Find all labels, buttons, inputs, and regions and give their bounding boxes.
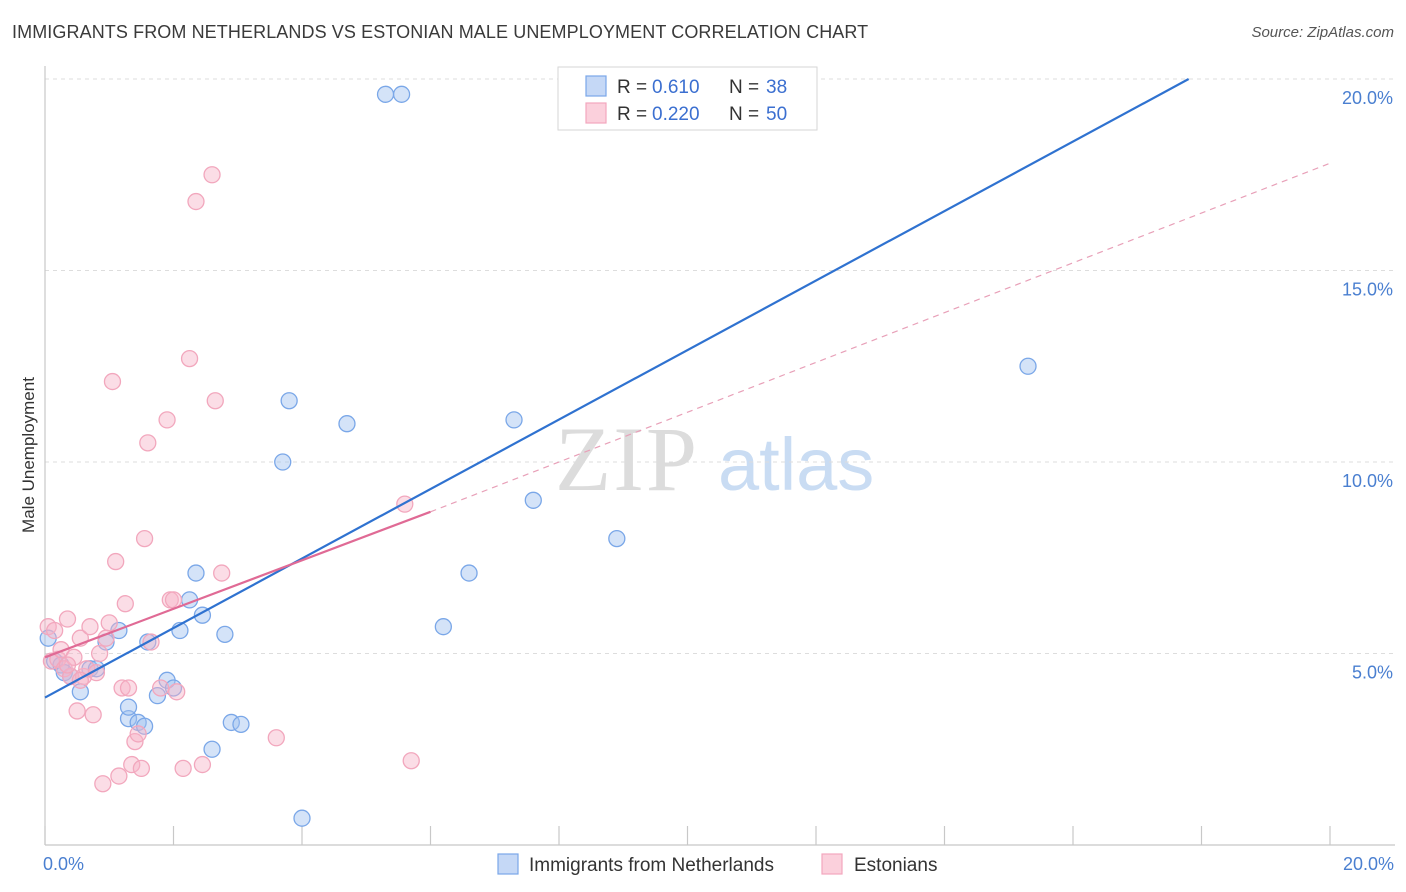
point-estonians xyxy=(45,621,64,640)
point-estonians xyxy=(94,775,112,793)
point-estonians xyxy=(267,729,285,747)
y-axis-label: Male Unemployment xyxy=(19,377,38,533)
point-netherlands xyxy=(505,411,523,429)
legend-r-label-2: R = xyxy=(617,104,647,125)
point-netherlands xyxy=(608,529,626,548)
trend-line-estonians xyxy=(44,510,431,659)
point-estonians xyxy=(187,192,205,211)
point-netherlands xyxy=(338,415,356,433)
point-estonians xyxy=(107,552,125,571)
legend-swatch-estonians xyxy=(585,102,607,124)
point-estonians xyxy=(103,372,122,391)
x-tick-label-min: 0.0% xyxy=(43,854,84,874)
point-estonians xyxy=(68,702,86,720)
point-netherlands xyxy=(280,392,298,410)
point-netherlands xyxy=(119,698,138,716)
point-estonians xyxy=(206,392,224,410)
point-estonians xyxy=(168,683,186,701)
point-estonians xyxy=(84,706,102,724)
source-label: Source: ZipAtlas.com xyxy=(1251,24,1394,41)
point-estonians xyxy=(123,755,141,774)
y-tick-label: 20.0% xyxy=(1342,88,1393,108)
legend-n-label-2: N = xyxy=(729,104,759,125)
point-estonians xyxy=(135,529,154,548)
point-estonians xyxy=(132,759,151,778)
point-netherlands xyxy=(1019,357,1037,375)
point-estonians xyxy=(193,755,212,774)
point-estonians xyxy=(129,725,147,743)
correlation-legend: R = 0.610 N = 38 R = 0.220 N = 50 xyxy=(557,66,818,131)
grid xyxy=(45,78,1395,654)
point-netherlands xyxy=(293,809,311,827)
point-estonians xyxy=(180,349,199,368)
y-tick-label: 10.0% xyxy=(1342,471,1393,491)
watermark-zip: ZIP xyxy=(555,408,699,510)
legend-n-value-1: 38 xyxy=(766,77,787,98)
point-netherlands xyxy=(392,85,411,103)
data-points xyxy=(39,85,1037,827)
watermark-atlas: atlas xyxy=(718,423,874,506)
trend-line-netherlands xyxy=(44,78,1190,699)
point-estonians xyxy=(139,434,157,452)
bottom-legend-label-estonians: Estonians xyxy=(854,855,937,876)
axes xyxy=(44,66,1395,846)
point-estonians xyxy=(81,618,99,636)
legend-n-label-1: N = xyxy=(729,77,759,98)
point-estonians xyxy=(119,679,138,697)
y-tick-labels: 5.0% 10.0% 15.0% 20.0% xyxy=(1342,88,1393,683)
point-netherlands xyxy=(274,453,292,471)
legend-r-label-1: R = xyxy=(617,77,647,98)
point-estonians xyxy=(90,644,109,663)
point-estonians xyxy=(402,752,420,770)
point-netherlands xyxy=(434,618,453,636)
bottom-legend-label-netherlands: Immigrants from Netherlands xyxy=(529,855,774,876)
chart-title: IMMIGRANTS FROM NETHERLANDS VS ESTONIAN … xyxy=(12,22,869,42)
point-estonians xyxy=(158,411,176,429)
legend-swatch-netherlands xyxy=(585,75,607,97)
legend-r-value-2: 0.220 xyxy=(652,104,700,125)
point-estonians xyxy=(164,591,183,609)
point-netherlands xyxy=(460,564,478,582)
point-netherlands xyxy=(376,85,395,103)
point-estonians xyxy=(113,679,131,697)
y-tick-label: 5.0% xyxy=(1352,663,1393,683)
point-estonians xyxy=(151,679,170,697)
legend-r-value-1: 0.610 xyxy=(652,77,700,98)
x-tick-label-max: 20.0% xyxy=(1343,854,1394,874)
trend-line-estonians-extension xyxy=(430,162,1331,513)
legend-n-value-2: 50 xyxy=(766,104,787,125)
point-netherlands xyxy=(216,625,234,643)
point-netherlands xyxy=(232,715,250,734)
point-estonians xyxy=(174,759,192,778)
point-estonians xyxy=(116,595,134,613)
y-tick-label: 15.0% xyxy=(1342,280,1393,300)
series-legend: Immigrants from Netherlands Estonians xyxy=(497,853,937,876)
point-netherlands xyxy=(524,491,542,509)
point-netherlands xyxy=(187,564,205,582)
point-netherlands xyxy=(203,740,221,758)
bottom-legend-swatch-estonians xyxy=(821,853,843,875)
point-estonians xyxy=(100,614,118,632)
point-estonians xyxy=(203,166,221,184)
point-estonians xyxy=(110,767,128,785)
point-estonians xyxy=(58,656,77,674)
point-estonians xyxy=(213,564,231,582)
trend-lines xyxy=(44,78,1331,699)
point-estonians xyxy=(58,610,77,628)
bottom-legend-swatch-netherlands xyxy=(497,853,519,875)
